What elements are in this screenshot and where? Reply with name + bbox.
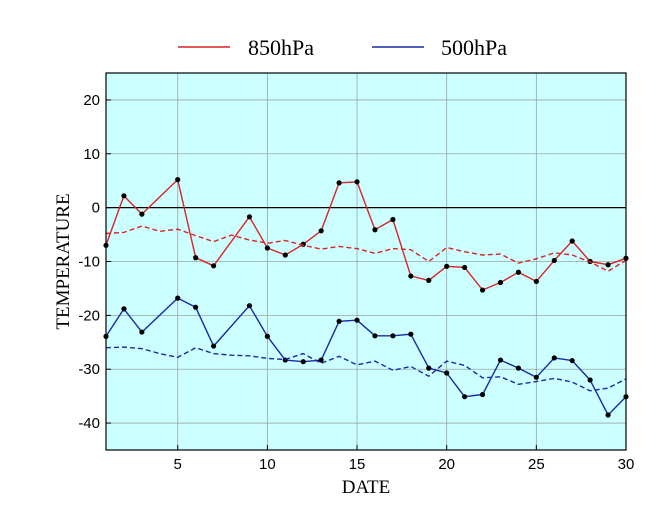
data-point	[444, 263, 450, 269]
legend-label: 500hPa	[441, 35, 507, 60]
data-point	[569, 357, 575, 364]
data-point	[193, 255, 199, 261]
series-line	[105, 297, 627, 416]
data-point	[193, 304, 199, 310]
y-tick-label: 20	[83, 92, 100, 109]
data-point	[497, 279, 504, 286]
data-point	[246, 303, 253, 309]
data-point	[372, 333, 378, 339]
data-point	[282, 252, 288, 258]
series-line	[105, 178, 627, 291]
data-point	[175, 295, 181, 301]
data-point	[336, 180, 342, 186]
data-point	[139, 211, 145, 217]
data-point	[318, 357, 324, 363]
data-point	[605, 262, 611, 268]
series-500hpa	[103, 295, 629, 418]
series-dashed-3	[105, 346, 627, 392]
data-point	[121, 193, 127, 199]
x-tick-label: 10	[259, 456, 276, 473]
legend-item-500hpa: 500hPa	[372, 35, 507, 60]
y-tick-label: 0	[92, 200, 100, 217]
data-point	[587, 377, 593, 383]
y-axis-label: TEMPERATURE	[53, 193, 74, 329]
data-point	[300, 359, 306, 365]
y-tick-label: -10	[78, 254, 100, 271]
data-point	[426, 277, 432, 283]
data-point	[569, 238, 575, 244]
series-line	[105, 225, 627, 272]
x-axis-label: DATE	[342, 477, 391, 498]
y-tick-label: -30	[78, 361, 100, 378]
data-point	[462, 264, 468, 271]
data-point	[372, 227, 378, 233]
data-point	[264, 245, 270, 251]
data-point	[462, 394, 468, 400]
x-tick-label: 15	[349, 456, 366, 473]
series-layer	[103, 177, 629, 418]
data-point	[121, 306, 127, 312]
y-tick-label: 10	[83, 146, 100, 163]
data-point	[354, 317, 360, 323]
series-dashed-2	[105, 225, 627, 272]
data-point	[533, 278, 539, 285]
data-point	[336, 318, 342, 324]
data-point	[479, 391, 486, 398]
x-axis-ticks: 5 10 15 20 25 30	[174, 445, 635, 473]
data-point	[426, 365, 432, 371]
grid-lines	[106, 73, 626, 450]
legend-label: 850hPa	[248, 35, 314, 60]
data-point	[139, 329, 145, 335]
data-point	[479, 287, 486, 293]
legend: 850hPa 500hPa	[178, 35, 507, 60]
data-point	[246, 214, 253, 220]
series-850hpa	[103, 177, 629, 293]
x-tick-label: 5	[174, 456, 182, 473]
x-tick-label: 25	[528, 456, 545, 473]
x-tick-label: 20	[438, 456, 455, 473]
legend-item-850hpa: 850hPa	[178, 35, 314, 60]
data-point	[318, 228, 324, 234]
data-point	[551, 355, 557, 361]
y-tick-label: -20	[78, 307, 100, 324]
data-point	[210, 263, 217, 269]
data-point	[515, 365, 522, 371]
data-point	[390, 216, 396, 223]
data-point	[175, 177, 181, 183]
data-point	[264, 333, 270, 339]
data-point	[551, 257, 557, 264]
data-point	[210, 343, 217, 349]
y-tick-label: -40	[78, 415, 100, 432]
data-point	[390, 333, 396, 339]
data-point	[515, 269, 522, 275]
y-axis-ticks: -40 -30 -20 -10 0 10 20	[78, 92, 111, 432]
x-tick-label: 30	[618, 456, 635, 473]
data-point	[497, 357, 504, 363]
data-point	[533, 374, 539, 380]
data-point	[444, 370, 450, 376]
data-point	[605, 412, 611, 418]
data-point	[354, 179, 360, 185]
data-point	[408, 273, 414, 279]
series-line	[105, 346, 627, 392]
data-point	[408, 331, 414, 337]
